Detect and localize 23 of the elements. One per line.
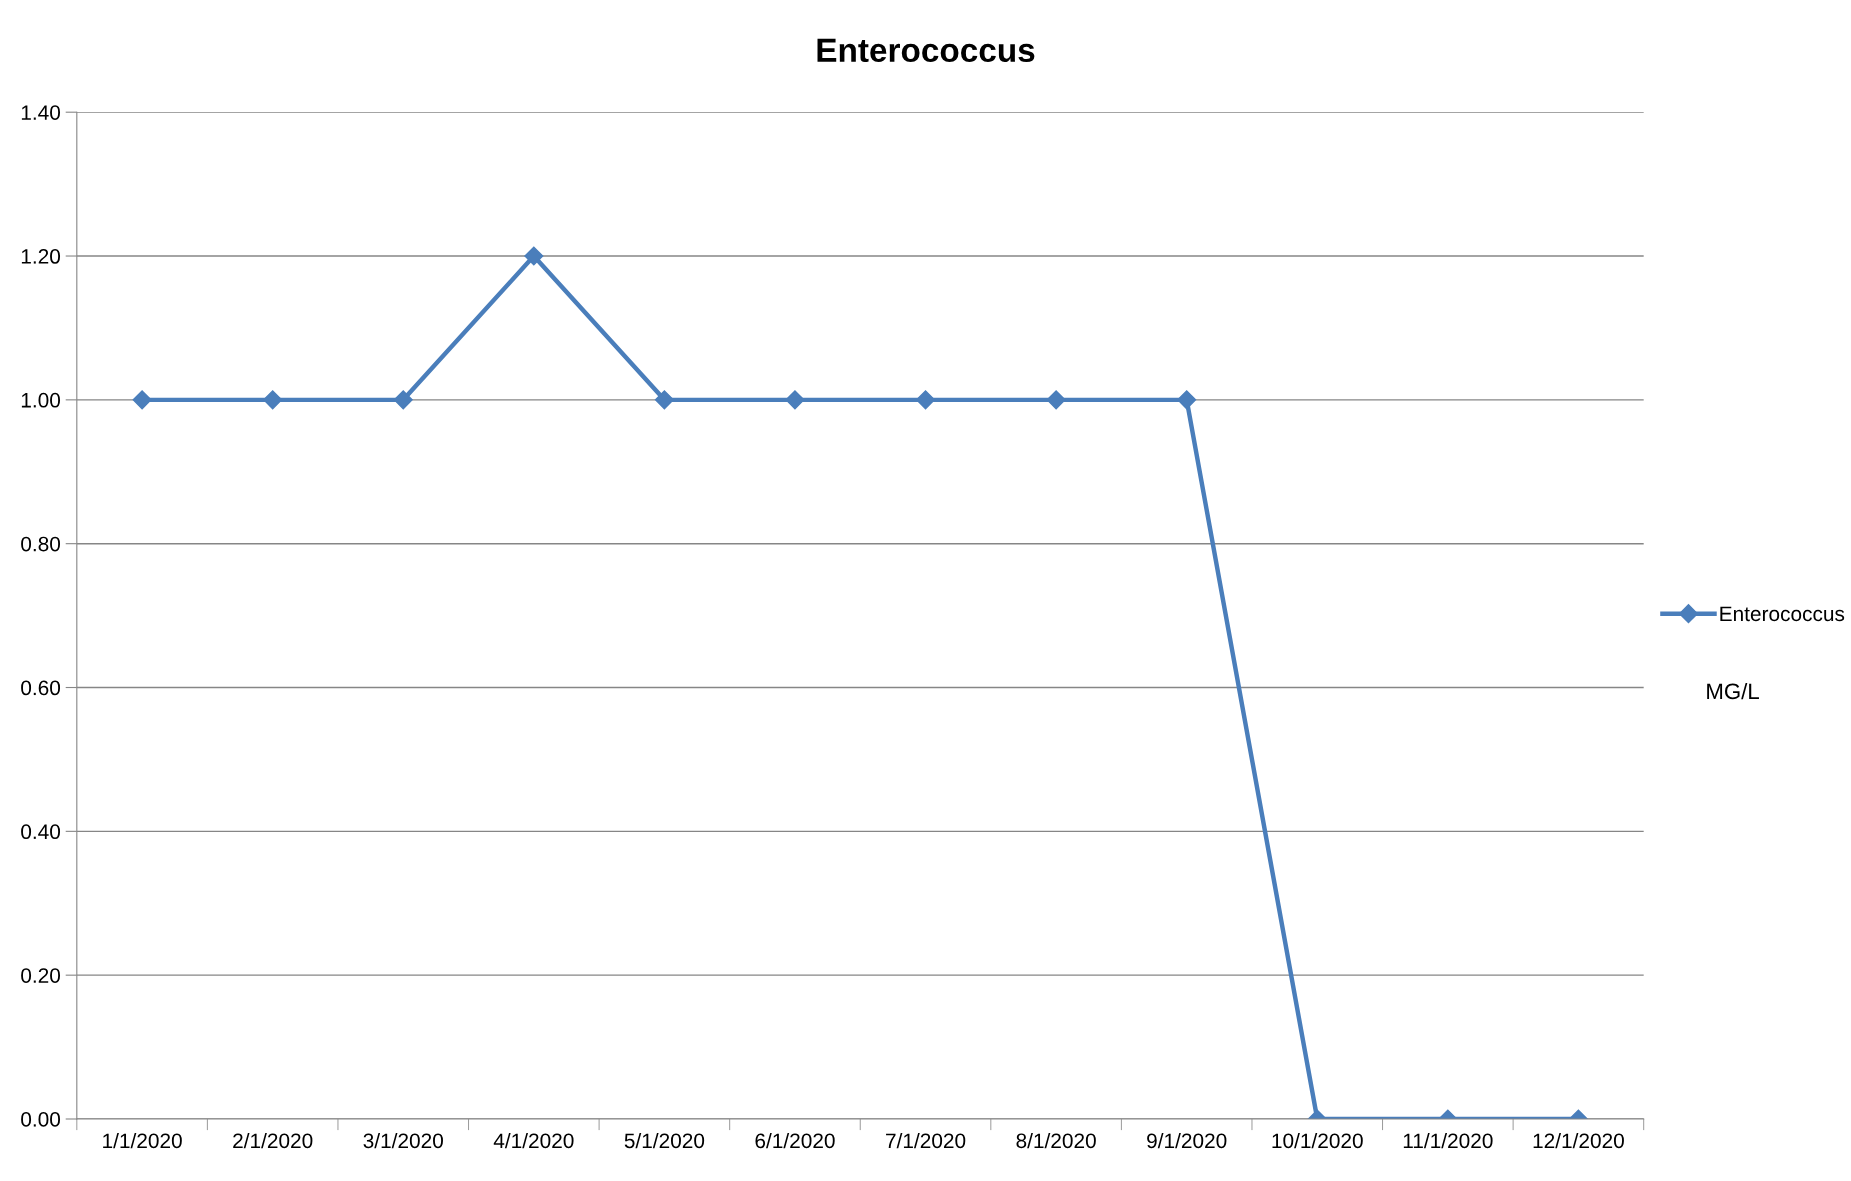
y-tick-label: 0.20 <box>21 968 61 983</box>
y-tick-label: 0.80 <box>21 536 61 552</box>
x-tick-label: 11/1/2020 <box>1403 1132 1493 1149</box>
y-tick-label: 1.40 <box>21 105 61 120</box>
y-tick-label: 1.00 <box>21 392 61 408</box>
x-tick-label: 4/1/2020 <box>493 1132 574 1149</box>
x-tick-label: 1/1/2020 <box>103 1132 182 1149</box>
x-tick-label: 5/1/2020 <box>624 1132 705 1149</box>
x-tick-label: 12/1/2020 <box>1533 1132 1624 1149</box>
y-tick-label: 0.60 <box>21 680 61 696</box>
text: MG/L <box>1707 682 1759 700</box>
x-tick-label: 10/1/2020 <box>1272 1132 1363 1149</box>
chart-title: Enterococcus <box>817 38 1035 63</box>
x-tick-label: 8/1/2020 <box>1016 1132 1096 1149</box>
x-tick-label: 6/1/2020 <box>755 1132 835 1149</box>
y-tick-label: 1.20 <box>21 249 61 264</box>
legend-label: Enterococcus <box>1720 606 1845 622</box>
x-tick-label: 3/1/2020 <box>363 1132 443 1149</box>
y-tick-label: 0.40 <box>21 824 61 840</box>
x-tick-label: 2/1/2020 <box>233 1132 313 1149</box>
x-tick-label: 7/1/2020 <box>886 1132 966 1149</box>
y-tick-label: 0.00 <box>21 1112 61 1127</box>
x-tick-label: 9/1/2020 <box>1147 1132 1227 1149</box>
